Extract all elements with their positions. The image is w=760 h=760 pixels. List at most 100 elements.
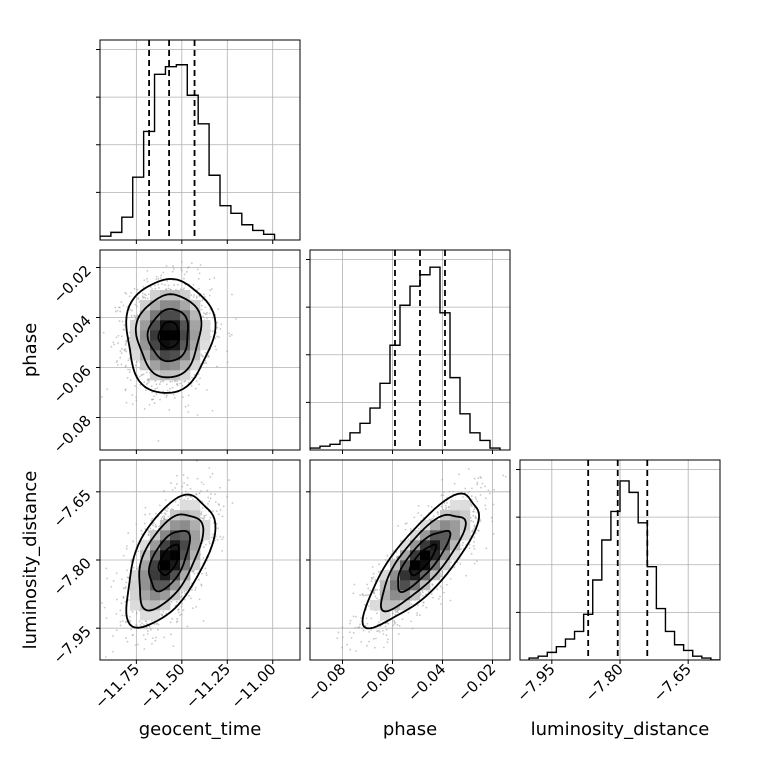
density-cell — [140, 300, 151, 311]
sample-point — [124, 342, 127, 345]
sample-point — [171, 380, 174, 383]
sample-point — [201, 572, 204, 575]
sample-point — [427, 504, 430, 507]
sample-point — [156, 622, 159, 625]
sample-point — [453, 482, 456, 485]
sample-point — [484, 485, 486, 488]
sample-point — [112, 635, 114, 637]
density-cell — [160, 320, 171, 331]
contour-level-1 — [157, 320, 180, 349]
sample-point — [352, 592, 355, 595]
sample-point — [127, 359, 130, 362]
sample-point — [194, 589, 197, 591]
sample-point — [136, 288, 139, 291]
sample-point — [149, 285, 152, 288]
sample-point — [206, 453, 208, 455]
sample-point — [125, 547, 128, 550]
sample-point — [376, 597, 378, 600]
sample-point — [155, 278, 158, 281]
sample-point — [440, 573, 443, 575]
sample-point — [384, 625, 387, 628]
sample-point — [377, 570, 380, 573]
sample-point — [462, 496, 464, 499]
sample-point — [156, 387, 159, 389]
sample-point — [208, 541, 211, 543]
sample-point — [374, 637, 377, 640]
sample-point — [117, 342, 119, 345]
sample-point — [393, 622, 396, 625]
density-cell — [150, 340, 161, 351]
histogram-phase — [310, 266, 501, 450]
sample-point — [180, 267, 183, 270]
sample-point — [204, 295, 206, 298]
sample-point — [430, 593, 433, 595]
sample-point — [175, 600, 178, 603]
sample-point — [134, 303, 137, 306]
sample-point — [141, 295, 144, 298]
sample-point — [165, 265, 168, 267]
sample-point — [163, 393, 166, 396]
sample-point — [446, 502, 448, 504]
contour-level-3 — [134, 293, 203, 379]
sample-point — [194, 387, 197, 390]
sample-point — [199, 377, 201, 380]
density-cell — [150, 310, 161, 321]
density-cell — [170, 580, 181, 591]
sample-point — [205, 362, 208, 364]
sample-point — [341, 646, 343, 649]
sample-point — [147, 293, 150, 296]
sample-point — [106, 577, 109, 580]
sample-point — [202, 620, 205, 622]
sample-point — [128, 295, 131, 298]
sample-point — [190, 294, 193, 297]
sample-point — [131, 309, 134, 312]
sample-point — [124, 389, 127, 392]
sample-point — [228, 479, 230, 481]
sample-point — [453, 566, 456, 569]
sample-point — [473, 525, 476, 528]
sample-point — [365, 617, 368, 620]
sample-point — [184, 495, 187, 498]
density-cell — [200, 340, 211, 351]
sample-point — [195, 493, 198, 496]
sample-point — [148, 380, 151, 383]
sample-point — [422, 594, 424, 597]
density-cell — [160, 350, 171, 361]
sample-point — [485, 547, 488, 550]
sample-point — [148, 625, 151, 628]
sample-point — [198, 598, 201, 601]
sample-point — [169, 621, 172, 624]
density-cell — [160, 520, 171, 531]
sample-point — [121, 320, 124, 323]
sample-point — [218, 336, 220, 338]
sample-point — [366, 644, 368, 647]
sample-point — [231, 293, 233, 296]
density-cell — [140, 610, 151, 621]
sample-point — [208, 467, 211, 469]
sample-point — [190, 597, 192, 600]
sample-point — [440, 602, 442, 605]
sample-point — [163, 489, 165, 492]
sample-point — [413, 516, 416, 519]
sample-point — [171, 488, 174, 491]
sample-point — [449, 599, 452, 602]
density-cell — [180, 320, 191, 331]
density-cell — [150, 560, 161, 571]
sample-point — [218, 504, 221, 506]
sample-point — [450, 561, 453, 564]
sample-point — [221, 549, 224, 552]
sample-point — [126, 545, 128, 548]
sample-point — [133, 287, 136, 290]
sample-point — [171, 386, 174, 389]
density-cell — [180, 290, 191, 301]
sample-point — [417, 527, 420, 530]
hist-panel-geocent_time — [96, 39, 301, 241]
sample-point — [153, 284, 156, 287]
sample-point — [374, 588, 377, 591]
sample-point — [385, 628, 388, 631]
sample-point — [200, 481, 203, 484]
sample-point — [183, 287, 186, 290]
density-cell — [180, 580, 191, 591]
sample-point — [205, 313, 208, 316]
sample-point — [209, 542, 211, 545]
